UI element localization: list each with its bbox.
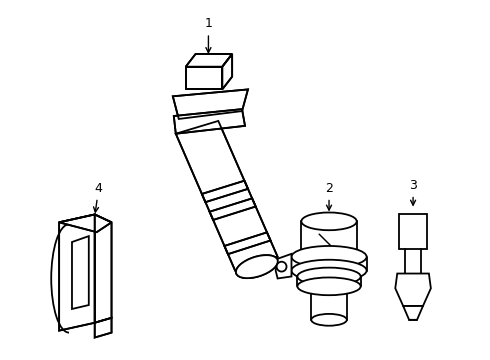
Text: 2: 2	[325, 182, 333, 210]
Ellipse shape	[297, 278, 361, 295]
Text: 4: 4	[94, 182, 102, 212]
Polygon shape	[95, 318, 112, 338]
Polygon shape	[72, 236, 89, 309]
Text: 3: 3	[409, 179, 417, 205]
Polygon shape	[59, 215, 112, 232]
Polygon shape	[222, 54, 232, 89]
Ellipse shape	[301, 212, 357, 230]
Polygon shape	[210, 198, 256, 220]
Polygon shape	[202, 181, 248, 202]
Ellipse shape	[236, 255, 278, 278]
Ellipse shape	[301, 258, 357, 275]
Polygon shape	[403, 306, 423, 320]
Polygon shape	[174, 109, 245, 134]
Polygon shape	[276, 254, 292, 278]
Polygon shape	[59, 215, 95, 330]
Ellipse shape	[297, 267, 361, 285]
Polygon shape	[186, 54, 232, 67]
Polygon shape	[224, 232, 270, 254]
Polygon shape	[95, 215, 112, 323]
Ellipse shape	[277, 262, 287, 271]
Polygon shape	[173, 89, 248, 119]
Ellipse shape	[292, 246, 367, 267]
Ellipse shape	[292, 260, 367, 282]
Polygon shape	[395, 274, 431, 306]
Ellipse shape	[311, 314, 347, 326]
Ellipse shape	[236, 255, 278, 278]
Text: 1: 1	[204, 17, 212, 53]
Polygon shape	[186, 67, 222, 89]
Polygon shape	[176, 121, 278, 271]
Polygon shape	[399, 215, 427, 249]
